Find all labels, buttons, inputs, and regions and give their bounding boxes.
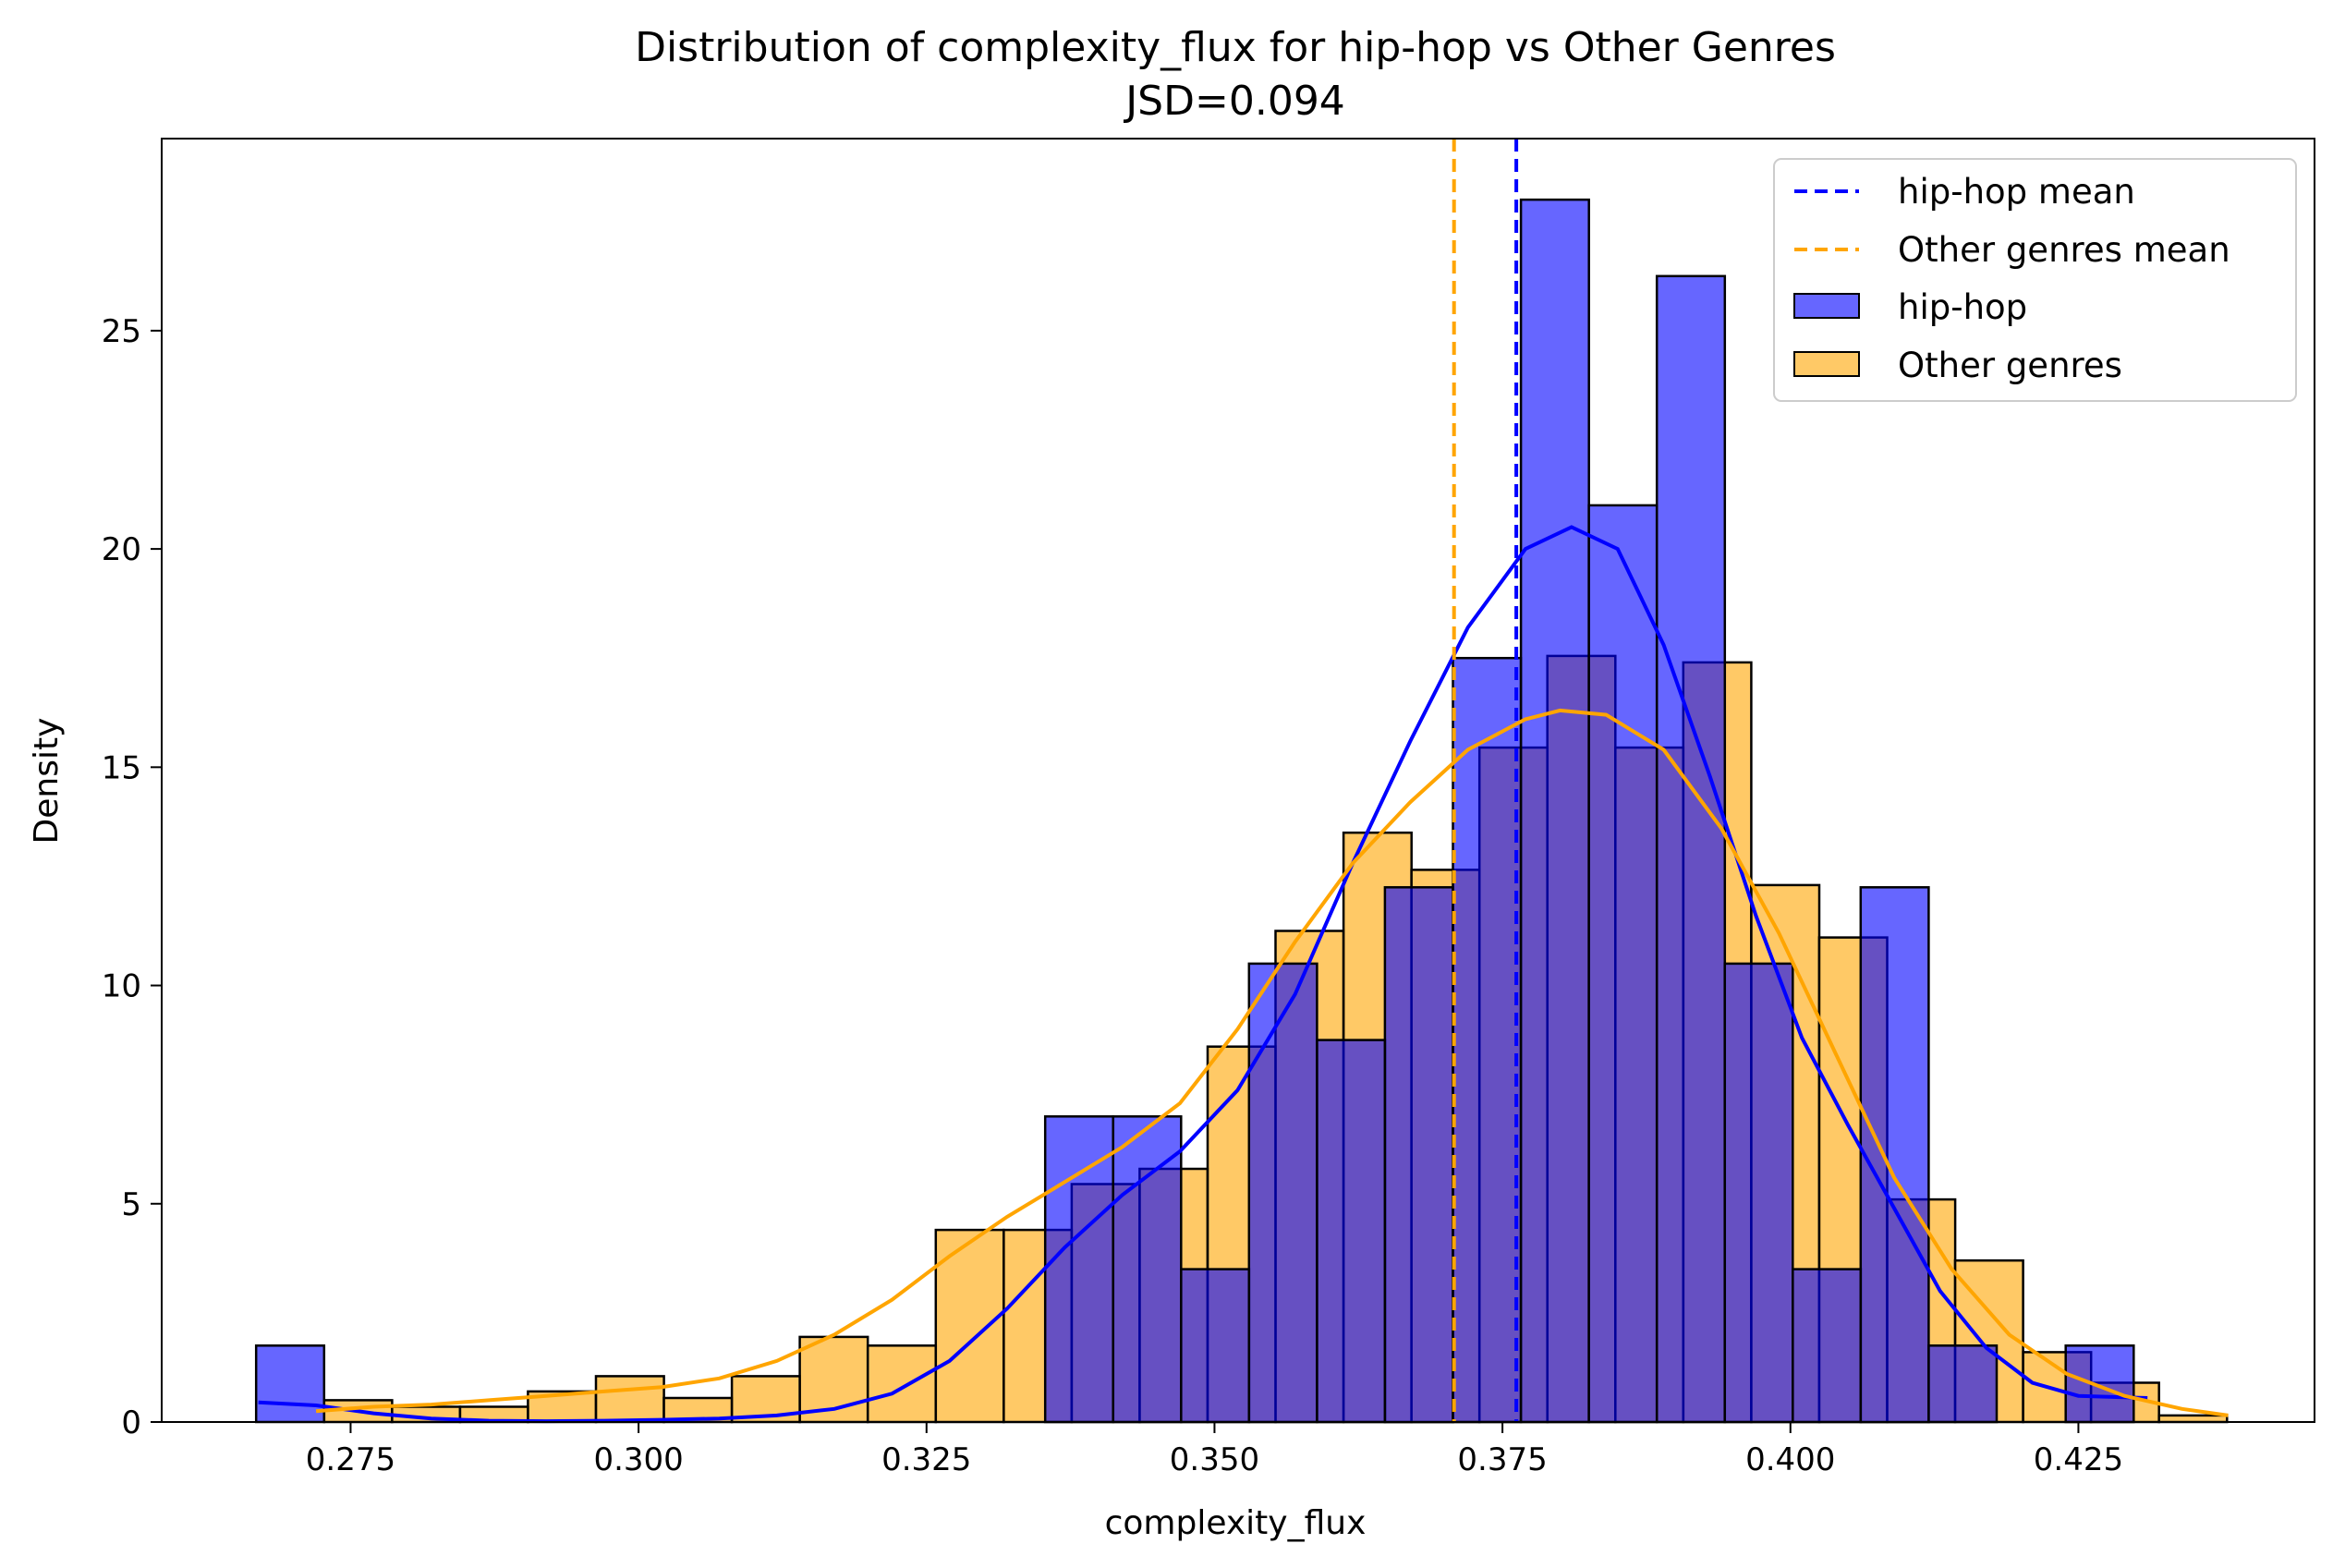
legend-other-swatch [1793,351,1860,377]
plot-frame [161,138,2315,1423]
hip-hop-bar [1927,1344,1999,1424]
y-tick-label: 15 [102,749,141,786]
hip-hop-bar [1112,1115,1183,1424]
y-tick-label: 20 [102,531,141,568]
legend-hiphop-mean-label: hip-hop mean [1898,172,2135,212]
y-tick-label: 0 [121,1404,141,1441]
hip-hop-bar [1792,1268,1863,1424]
hip-hop-bar [1723,962,1794,1424]
other-genres-bar [866,1344,938,1424]
hip-hop-bar [2064,1344,2135,1424]
hip-hop-bar [254,1344,326,1424]
x-tick-label: 0.275 [306,1441,395,1478]
mean-lines [1452,139,1519,1422]
y-tick-label: 5 [121,1186,141,1223]
hip-hop-bar [1587,504,1659,1424]
y-axis: 0 5 10 15 20 25 [102,313,162,1441]
legend-other-label: Other genres [1898,346,2122,385]
x-tick-label: 0.375 [1457,1441,1547,1478]
hip-hop-bar [1043,1115,1115,1424]
x-tick-label: 0.300 [593,1441,683,1478]
legend-frame [1773,158,2297,402]
y-tick-label: 25 [102,313,141,350]
hip-hop-kde-line [258,525,2148,1424]
other-genres-kde-line [315,708,2229,1417]
chart-subtitle: JSD=0.094 [1123,78,1345,125]
y-axis-label: Density [28,718,66,845]
legend-hiphop-swatch [1793,293,1860,319]
legend-other-mean-label: Other genres mean [1898,230,2230,270]
hip-hop-bar [1316,1039,1387,1424]
x-tick-label: 0.350 [1170,1441,1259,1478]
other-genres-bar [594,1375,665,1424]
legend-hiphop-label: hip-hop [1898,287,2027,327]
hip-hop-bar [1247,962,1318,1424]
hip-hop-bar [1859,886,1930,1424]
x-tick-label: 0.425 [2034,1441,2123,1478]
x-axis-label: complexity_flux [1105,1504,1367,1542]
x-tick-label: 0.400 [1745,1441,1835,1478]
y-tick-label: 10 [102,968,141,1005]
hip-hop-bar [1383,886,1454,1424]
chart-title: Distribution of complexity_flux for hip-… [635,24,1836,71]
hip-hop-bar [1519,198,1590,1424]
kde-curves [258,525,2229,1424]
hip-hop-bar [1655,274,1727,1424]
hip-hop-bar [1180,1268,1251,1424]
legend: hip-hop mean Other genres mean hip-hop O… [1773,158,2297,402]
hip-hop-bar [1452,656,1523,1424]
other-genres-bar [2157,1414,2229,1424]
x-axis: 0.275 0.300 0.325 0.350 0.375 0.400 0.425 [306,1422,2123,1478]
x-tick-label: 0.325 [881,1441,971,1478]
